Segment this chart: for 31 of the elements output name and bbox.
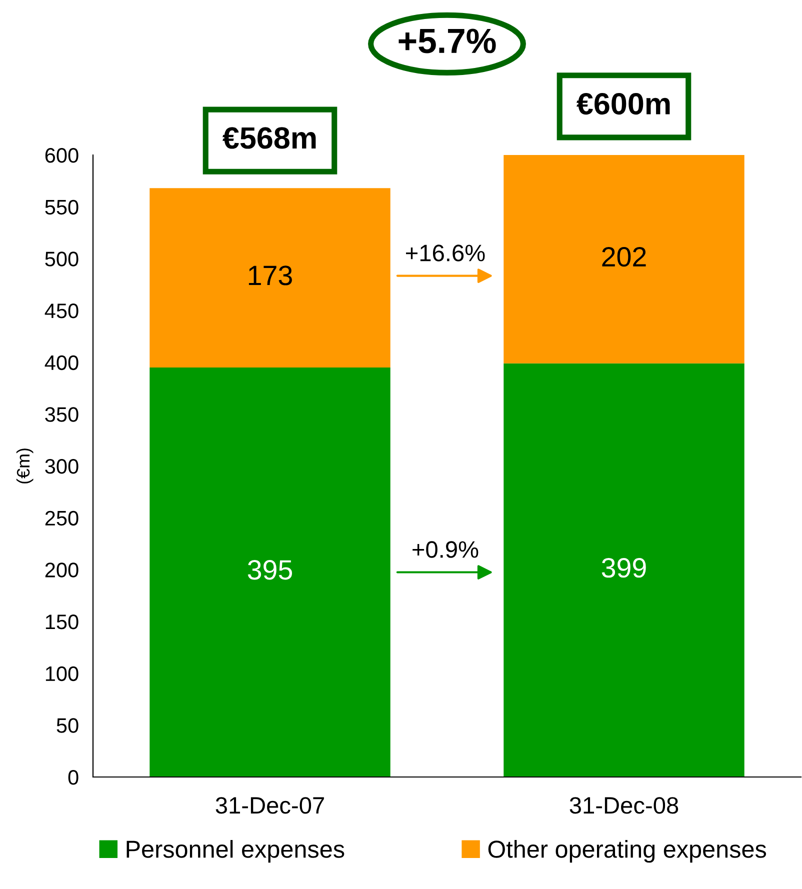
bar bbox=[150, 368, 390, 777]
data-label: 395 bbox=[248, 560, 292, 580]
legend-label: Personnel expenses bbox=[126, 840, 344, 863]
data-label: 173 bbox=[248, 266, 292, 286]
bar bbox=[150, 188, 390, 368]
y-tick-label: 450 bbox=[44, 304, 78, 318]
y-tick-label: 0 bbox=[68, 770, 78, 785]
y-tick-label: 350 bbox=[45, 407, 78, 422]
data-label: 202 bbox=[602, 246, 646, 267]
bar bbox=[504, 155, 744, 364]
text: +5.7% bbox=[398, 28, 496, 54]
y-tick-label: 100 bbox=[46, 666, 78, 682]
y-tick-label: 250 bbox=[45, 510, 78, 526]
y-tick-label: 150 bbox=[46, 614, 78, 630]
bar bbox=[504, 363, 744, 777]
x-tick-label: 31-Dec-07 bbox=[216, 797, 324, 814]
y-tick-label: 500 bbox=[45, 252, 78, 266]
y-tick-label: 200 bbox=[45, 562, 78, 578]
y-tick-label: 50 bbox=[56, 718, 78, 733]
data-label: 399 bbox=[602, 558, 646, 578]
annotation: +0.9% bbox=[412, 541, 478, 558]
total-label: €568m bbox=[222, 127, 316, 149]
y-tick-label: 550 bbox=[45, 200, 78, 215]
x-tick-label: 31-Dec-08 bbox=[570, 797, 678, 814]
legend-label: Other operating expenses bbox=[488, 840, 766, 863]
y-axis-title: (€m) bbox=[16, 448, 34, 484]
y-tick-label: 300 bbox=[45, 459, 78, 474]
y-tick-label: 600 bbox=[45, 148, 78, 163]
annotation: +16.6% bbox=[406, 244, 485, 262]
total-label: €600m bbox=[576, 92, 670, 115]
y-tick-label: 400 bbox=[44, 355, 78, 370]
